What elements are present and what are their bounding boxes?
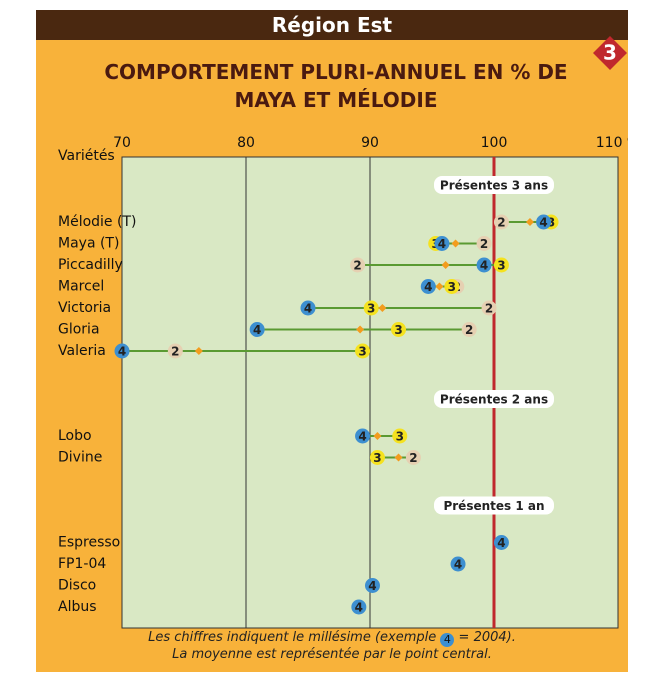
category-label: Maya (T) (58, 236, 119, 252)
year-marker (493, 214, 509, 230)
year-marker (444, 279, 460, 294)
category-label: FP1-04 (58, 556, 106, 572)
note-line2: La moyenne est représentée par le point … (172, 647, 492, 662)
year-marker (476, 257, 492, 273)
x-tick-label: 70 (113, 135, 131, 151)
year-marker-label: 4 (424, 280, 432, 294)
category-label: Gloria (58, 322, 100, 338)
year-marker (355, 428, 371, 444)
group-label: Présentes 2 ans (440, 393, 548, 407)
year-marker (461, 322, 477, 337)
badge-shape (593, 36, 627, 70)
year-marker (249, 322, 265, 337)
year-marker (476, 236, 492, 251)
year-marker (493, 257, 509, 273)
year-marker-label: 3 (497, 259, 505, 273)
year-marker (434, 236, 450, 251)
footnote: Les chiffres indiquent le millésime (exe… (36, 630, 628, 663)
year-marker-label: 3 (448, 280, 456, 294)
mean-marker (194, 347, 203, 355)
year-marker-label: 2 (465, 323, 473, 337)
group-pill (434, 176, 554, 194)
year-marker (351, 599, 367, 615)
group-pill (434, 390, 554, 408)
year-marker (392, 428, 408, 444)
year-marker-label: 2 (409, 451, 417, 465)
category-label: Lobo (58, 428, 92, 444)
year-marker (369, 450, 385, 465)
year-marker-label: 2 (480, 237, 488, 251)
y-axis-label: Variétés (58, 148, 115, 164)
year-marker (493, 535, 509, 550)
year-marker-label: 2 (353, 259, 361, 273)
mean-marker (394, 453, 403, 462)
category-label: Disco (58, 578, 96, 594)
year-marker (536, 214, 552, 230)
year-marker (167, 343, 183, 359)
x-tick-label: 110 % (596, 135, 628, 151)
category-label: Espresso (58, 535, 120, 551)
badge: 3 (593, 36, 627, 70)
badge-text: 3 (603, 41, 617, 65)
mean-marker (451, 239, 460, 248)
category-label: Marcel (58, 279, 104, 295)
chart-title: COMPORTEMENT PLURI-ANNUEL EN % DE MAYA E… (104, 60, 568, 112)
year-marker (114, 343, 130, 359)
mean-marker (378, 304, 387, 312)
category-label: Divine (58, 450, 102, 466)
year-marker (350, 257, 366, 273)
year-marker (391, 322, 407, 337)
year-marker-label: 4 (358, 430, 366, 444)
year-marker-label: 4 (438, 237, 446, 251)
year-marker-label: 3 (367, 302, 375, 316)
year-marker-label: 4 (253, 323, 261, 337)
year-marker (355, 343, 371, 359)
category-label: Valeria (58, 343, 106, 359)
year-marker (420, 279, 436, 294)
category-label: Piccadilly (58, 257, 123, 273)
group-label: Présentes 1 an (443, 499, 544, 513)
group-label: Présentes 3 ans (440, 179, 548, 193)
mean-marker (441, 261, 450, 269)
year-marker-label: 4 (480, 259, 488, 273)
group-pill (434, 496, 554, 515)
mean-marker (356, 325, 365, 334)
mean-marker (373, 432, 382, 440)
category-label: Mélodie (T) (58, 214, 136, 230)
year-marker (364, 578, 380, 593)
year-marker-label: 4 (539, 216, 547, 230)
year-marker-label: 4 (118, 345, 126, 359)
x-tick-label: 90 (361, 135, 379, 151)
category-label: Victoria (58, 300, 111, 316)
year-marker (405, 450, 421, 465)
year-marker-label: 2 (171, 345, 179, 359)
mean-marker (435, 282, 444, 291)
mean-marker (525, 218, 534, 226)
year-marker-label: 3 (396, 430, 404, 444)
year-marker (450, 556, 466, 572)
year-marker-label: 2 (497, 216, 505, 230)
note-example: 4 (440, 633, 455, 647)
note-suffix: = 2004). (458, 630, 516, 645)
x-tick-label: 100 (481, 135, 508, 151)
year-marker-label: 3 (394, 323, 402, 337)
year-marker (481, 300, 497, 316)
header: Région Est (36, 10, 628, 40)
x-tick-label: 80 (237, 135, 255, 151)
year-marker-label: 4 (454, 558, 462, 572)
year-marker (300, 300, 316, 316)
year-marker (363, 300, 379, 316)
category-label: Albus (58, 599, 97, 615)
year-marker-label: 3 (358, 345, 366, 359)
year-marker-label: 4 (355, 601, 363, 615)
year-marker-label: 4 (304, 302, 312, 316)
year-marker-label: 4 (368, 579, 376, 593)
year-marker-label: 3 (373, 451, 381, 465)
year-marker-label: 4 (497, 536, 505, 550)
year-marker-label: 2 (485, 302, 493, 316)
note-prefix: Les chiffres indiquent le millésime (exe… (148, 630, 437, 645)
